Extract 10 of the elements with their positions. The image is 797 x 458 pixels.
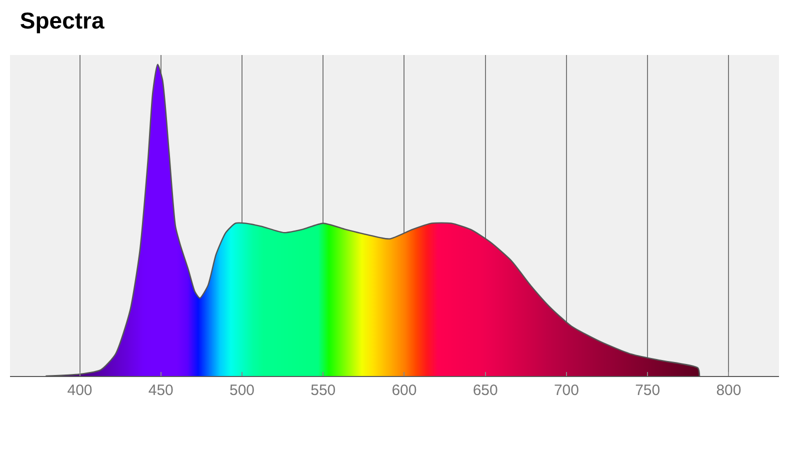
x-tick-label: 450 [148,382,174,399]
chart-title: Spectra [20,8,105,34]
x-tick-label: 750 [635,382,660,399]
x-tick-label: 700 [554,382,579,399]
x-tick-label: 800 [716,382,742,399]
x-tick-label: 500 [229,382,255,399]
x-tick-label: 600 [392,382,417,399]
x-tick-label: 650 [472,382,498,399]
x-tick-label: 550 [310,382,336,399]
x-tick-label: 400 [67,382,92,399]
